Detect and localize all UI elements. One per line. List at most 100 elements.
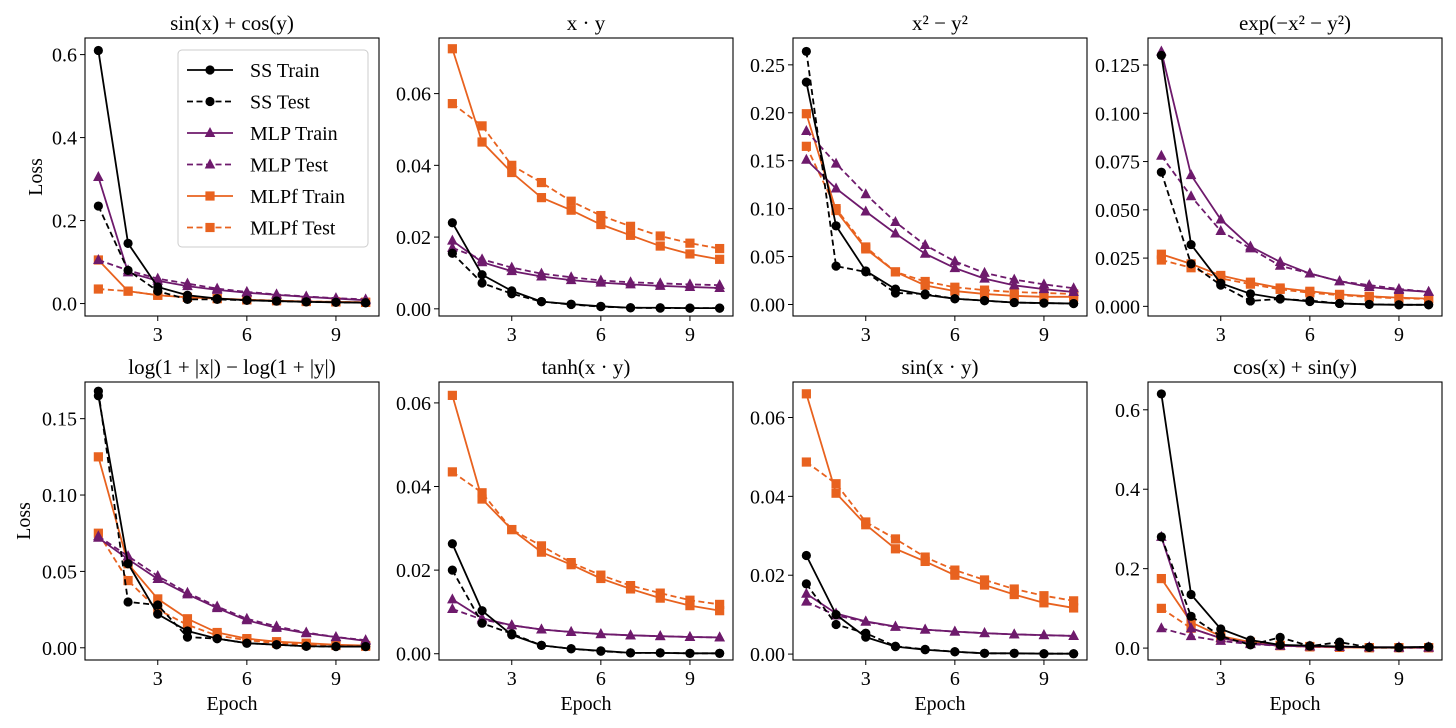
- legend: SS Train SS Test MLP Train MLP Test MLPf Tra…: [177, 49, 369, 248]
- data-point: [831, 205, 841, 216]
- data-point: [860, 205, 872, 216]
- data-point: [1305, 286, 1315, 296]
- data-point: [1394, 293, 1404, 303]
- series-ss-test: [1156, 532, 1434, 653]
- data-point: [1245, 289, 1256, 299]
- series-line: [451, 222, 720, 310]
- series-line: [805, 393, 1074, 609]
- series-line: [805, 159, 1074, 293]
- y-tick-label: 0.125: [1095, 55, 1140, 77]
- data-point: [1069, 292, 1079, 302]
- data-point: [1039, 292, 1049, 302]
- series-line: [97, 50, 366, 304]
- data-point: [1186, 259, 1196, 269]
- y-tick-label: 0.00: [396, 644, 431, 666]
- data-point: [477, 137, 487, 147]
- series-line: [805, 461, 1074, 602]
- series-mlp-test: [93, 253, 371, 304]
- data-point: [271, 640, 282, 650]
- data-point: [153, 600, 163, 610]
- data-point: [1394, 642, 1404, 652]
- data-point: [566, 560, 576, 570]
- data-point: [715, 303, 725, 313]
- data-point: [831, 610, 841, 620]
- y-tick-label: 0.25: [750, 55, 785, 77]
- data-point: [477, 494, 487, 504]
- data-point: [1039, 649, 1049, 659]
- series-line: [1160, 536, 1429, 649]
- data-point: [979, 272, 990, 283]
- data-point: [447, 467, 457, 477]
- series-line: [1160, 55, 1429, 306]
- legend-box: [177, 49, 369, 248]
- data-point: [506, 619, 518, 630]
- x-tick-label: 3: [861, 324, 871, 346]
- subplot-title: log(1 + |x|) − log(1 + |y|): [128, 355, 336, 379]
- series-mlpf-test: [447, 467, 725, 609]
- series-ss-test: [801, 579, 1079, 659]
- data-point: [566, 205, 576, 215]
- data-point: [1215, 213, 1227, 224]
- x-tick-label: 9: [1039, 324, 1049, 346]
- data-point: [919, 247, 931, 258]
- series-mlp-test: [1156, 149, 1434, 296]
- data-point: [536, 623, 547, 634]
- data-point: [979, 296, 990, 306]
- y-tick-label: 0.6: [52, 45, 77, 67]
- series-mlpf-test: [801, 457, 1079, 606]
- legend-marker: [205, 191, 215, 201]
- data-point: [242, 638, 252, 648]
- data-point: [1038, 283, 1050, 294]
- data-point: [1245, 296, 1256, 306]
- subplot-title: x² − y²: [912, 11, 968, 35]
- legend-marker: [205, 222, 215, 233]
- subplot-1: sin(x) + cos(y) 3 6 9 0.0 0.2 0.4 0.6 Loss SS Tra…: [25, 11, 380, 346]
- y-tick-label: 0.4: [52, 128, 77, 150]
- data-point: [685, 648, 695, 658]
- y-tick-label: 0.0: [1115, 638, 1140, 660]
- data-point: [93, 253, 104, 264]
- subplot-title: exp(−x² − y²): [1239, 11, 1351, 35]
- data-point: [1394, 300, 1404, 310]
- series-mlp-train: [93, 531, 371, 645]
- data-point: [861, 632, 871, 642]
- data-point: [979, 575, 990, 585]
- subplot-5: log(1 + |x|) − log(1 + |y|) 3 6 9 0.00 0.05 0.…: [13, 355, 380, 715]
- data-point: [476, 256, 488, 267]
- data-point: [1216, 624, 1226, 634]
- data-point: [182, 620, 193, 630]
- data-point: [1008, 628, 1020, 639]
- data-point: [507, 524, 517, 535]
- y-axis-label: Loss: [13, 502, 35, 540]
- x-tick-label: 9: [331, 324, 341, 346]
- data-point: [477, 606, 487, 616]
- data-point: [565, 625, 577, 636]
- data-point: [801, 77, 811, 87]
- data-point: [212, 293, 222, 304]
- data-point: [506, 265, 518, 276]
- data-point: [447, 565, 457, 575]
- data-point: [625, 230, 636, 240]
- x-tick-label: 3: [1216, 668, 1226, 690]
- data-point: [1364, 642, 1374, 652]
- data-point: [1069, 298, 1079, 309]
- data-point: [1039, 591, 1049, 601]
- axes-frame: [1147, 381, 1443, 661]
- y-tick-label: 0.05: [42, 561, 77, 583]
- y-tick-label: 0.02: [396, 560, 431, 582]
- data-point: [715, 599, 725, 609]
- data-point: [831, 221, 841, 231]
- x-tick-label: 3: [1216, 324, 1226, 346]
- data-point: [1185, 169, 1197, 180]
- y-tick-label: 0.10: [750, 199, 785, 221]
- subplot-title: tanh(x · y): [542, 355, 631, 379]
- data-point: [949, 255, 961, 266]
- legend-entry: SS Train: [187, 60, 320, 82]
- y-tick-label: 0.00: [396, 299, 431, 321]
- series-ss-train: [93, 45, 371, 308]
- series-line: [1160, 155, 1429, 293]
- series-mlpf-train: [93, 452, 371, 651]
- data-point: [1009, 584, 1019, 594]
- series-ss-train: [801, 77, 1079, 309]
- axes-frame: [438, 37, 734, 317]
